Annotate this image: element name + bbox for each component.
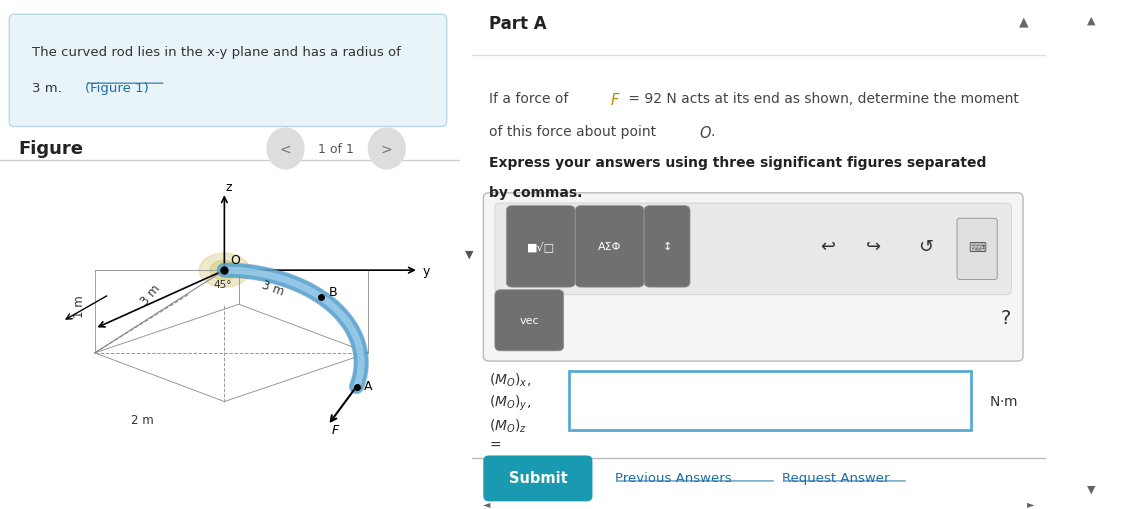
FancyBboxPatch shape <box>570 372 971 430</box>
Text: ↺: ↺ <box>918 238 933 256</box>
Text: Figure: Figure <box>18 140 83 158</box>
Text: $(M_O)_y,$: $(M_O)_y,$ <box>489 392 531 412</box>
Text: ↩: ↩ <box>820 238 836 256</box>
FancyBboxPatch shape <box>575 206 644 288</box>
Text: ?: ? <box>1001 308 1011 328</box>
Text: Submit: Submit <box>508 470 567 486</box>
Text: of this force about point: of this force about point <box>489 125 661 138</box>
Text: $F$: $F$ <box>609 92 621 107</box>
Text: = 92 N acts at its end as shown, determine the moment: = 92 N acts at its end as shown, determi… <box>624 92 1019 105</box>
FancyBboxPatch shape <box>957 219 997 280</box>
Text: 3 m.: 3 m. <box>32 81 66 94</box>
Text: ↕: ↕ <box>663 242 672 252</box>
Text: A: A <box>364 379 372 392</box>
Text: z: z <box>226 181 232 193</box>
Text: B: B <box>329 285 337 298</box>
Text: y: y <box>423 264 430 277</box>
Text: Express your answers using three significant figures separated: Express your answers using three signifi… <box>489 155 987 169</box>
Text: ▲: ▲ <box>1019 15 1029 28</box>
Text: 3 m: 3 m <box>260 278 287 298</box>
Text: ◄: ◄ <box>483 498 491 507</box>
Text: ►: ► <box>1027 498 1035 507</box>
Text: <: < <box>280 142 291 156</box>
FancyBboxPatch shape <box>644 206 690 288</box>
Text: 45°: 45° <box>214 279 232 290</box>
Text: 2 m: 2 m <box>131 414 153 427</box>
Circle shape <box>267 129 304 169</box>
FancyBboxPatch shape <box>483 456 592 501</box>
Text: $(M_O)_x,$: $(M_O)_x,$ <box>489 371 531 388</box>
Text: 1 m: 1 m <box>73 295 86 317</box>
FancyBboxPatch shape <box>506 206 575 288</box>
Text: F: F <box>331 423 339 436</box>
Text: $O$: $O$ <box>698 125 712 140</box>
FancyBboxPatch shape <box>495 290 564 351</box>
Text: by commas.: by commas. <box>489 186 582 200</box>
Text: The curved rod lies in the x-y plane and has a radius of: The curved rod lies in the x-y plane and… <box>32 46 401 59</box>
Text: Part A: Part A <box>489 15 547 33</box>
Text: Previous Answers: Previous Answers <box>615 471 732 485</box>
Text: ▼: ▼ <box>1087 484 1096 494</box>
FancyBboxPatch shape <box>495 204 1012 295</box>
FancyBboxPatch shape <box>483 193 1023 361</box>
Text: O: O <box>230 253 240 266</box>
Text: ■√□: ■√□ <box>526 241 555 252</box>
Text: vec: vec <box>520 316 539 326</box>
Text: >: > <box>381 142 392 156</box>
Circle shape <box>199 253 250 288</box>
Text: ⌨: ⌨ <box>968 242 986 255</box>
Text: (Figure 1): (Figure 1) <box>85 81 149 94</box>
Text: ↪: ↪ <box>866 238 881 256</box>
Circle shape <box>210 261 239 280</box>
Text: ▼: ▼ <box>465 249 473 260</box>
Text: ▲: ▲ <box>1087 15 1096 25</box>
Text: .: . <box>711 125 714 138</box>
Text: ΑΣΦ: ΑΣΦ <box>598 242 621 252</box>
Text: $(M_O)_z$: $(M_O)_z$ <box>489 416 528 434</box>
FancyBboxPatch shape <box>9 15 447 127</box>
Circle shape <box>368 129 405 169</box>
Text: If a force of: If a force of <box>489 92 573 105</box>
Text: Request Answer: Request Answer <box>782 471 889 485</box>
Text: =: = <box>489 438 500 453</box>
Text: 3 m: 3 m <box>138 282 163 307</box>
Text: N$\cdot$m: N$\cdot$m <box>989 394 1018 408</box>
Text: 1 of 1: 1 of 1 <box>318 143 354 156</box>
